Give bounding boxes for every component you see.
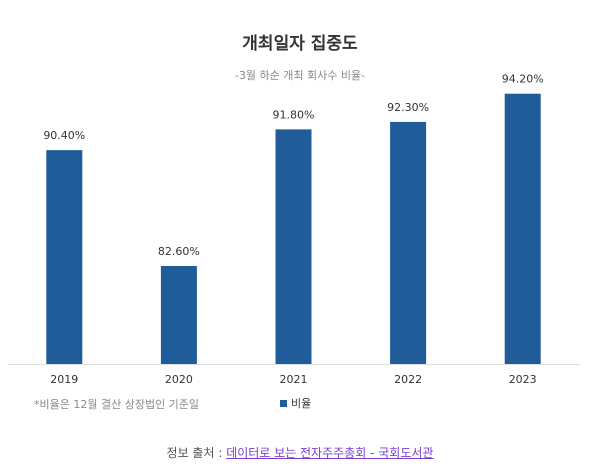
bar [46, 150, 83, 364]
x-tick-label: 2020 [165, 373, 193, 386]
source-link[interactable]: 데이터로 보는 전자주주총회 - 국회도서관 [226, 446, 434, 460]
bar [160, 265, 197, 364]
footnote: *비율은 12월 결산 상장법인 기준일 [34, 397, 199, 411]
bar [504, 93, 541, 364]
chart-subtitle: -3월 하순 개최 회사수 비율- [235, 68, 365, 82]
legend-swatch [280, 400, 287, 407]
source-label: 정보 출처 : [166, 446, 227, 460]
chart-title: 개최일자 집중도 [242, 34, 358, 54]
source: 정보 출처 : 데이터로 보는 전자주주총회 - 국회도서관 [0, 444, 600, 461]
x-tick-label: 2021 [280, 373, 308, 386]
bar [390, 121, 427, 364]
legend-label: 비율 [291, 397, 311, 410]
x-tick-label: 2019 [50, 373, 78, 386]
bar [275, 129, 312, 364]
x-tick-label: 2023 [509, 373, 537, 386]
value-label: 92.30% [387, 101, 429, 114]
x-tick-label: 2022 [394, 373, 422, 386]
value-label: 82.60% [158, 245, 200, 258]
value-label: 94.20% [502, 73, 544, 86]
value-label: 91.80% [273, 108, 315, 121]
value-label: 90.40% [43, 129, 85, 142]
